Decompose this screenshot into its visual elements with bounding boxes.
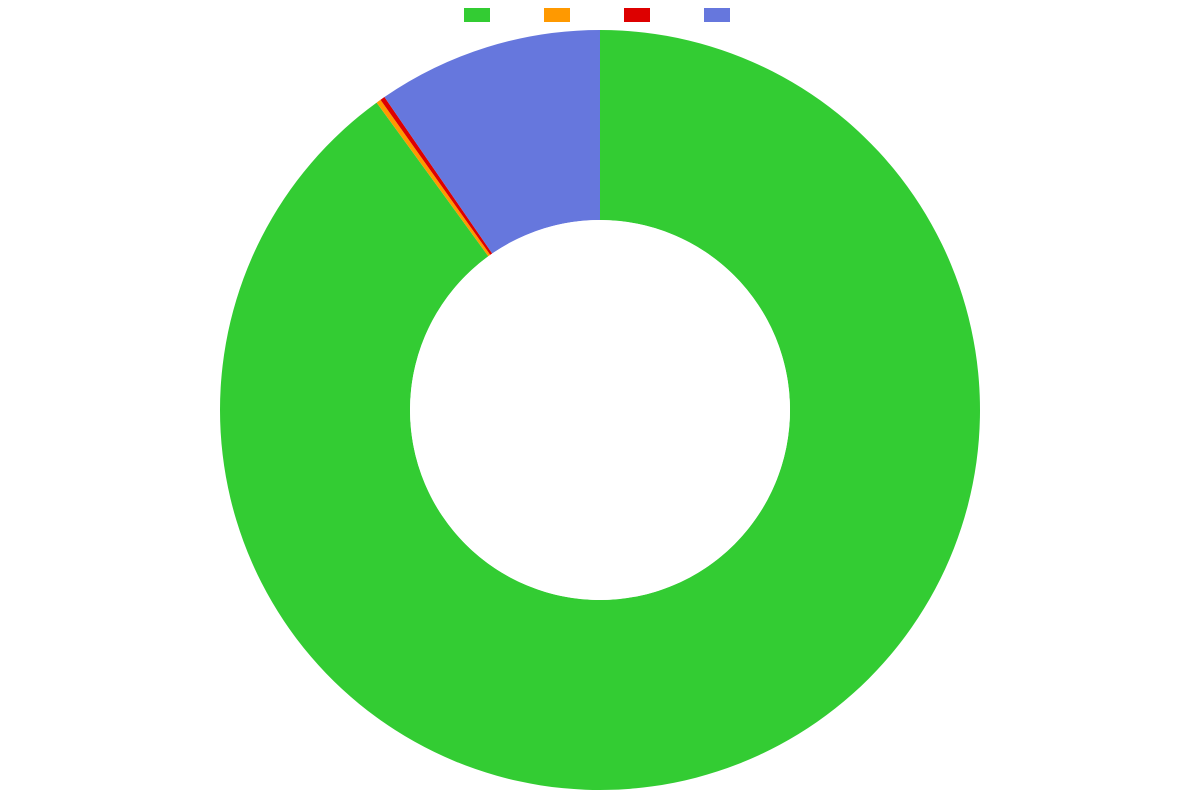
- donut-chart: [0, 0, 1200, 800]
- donut-svg: [210, 20, 990, 800]
- donut-holder: [0, 20, 1200, 800]
- donut-hole: [410, 220, 790, 600]
